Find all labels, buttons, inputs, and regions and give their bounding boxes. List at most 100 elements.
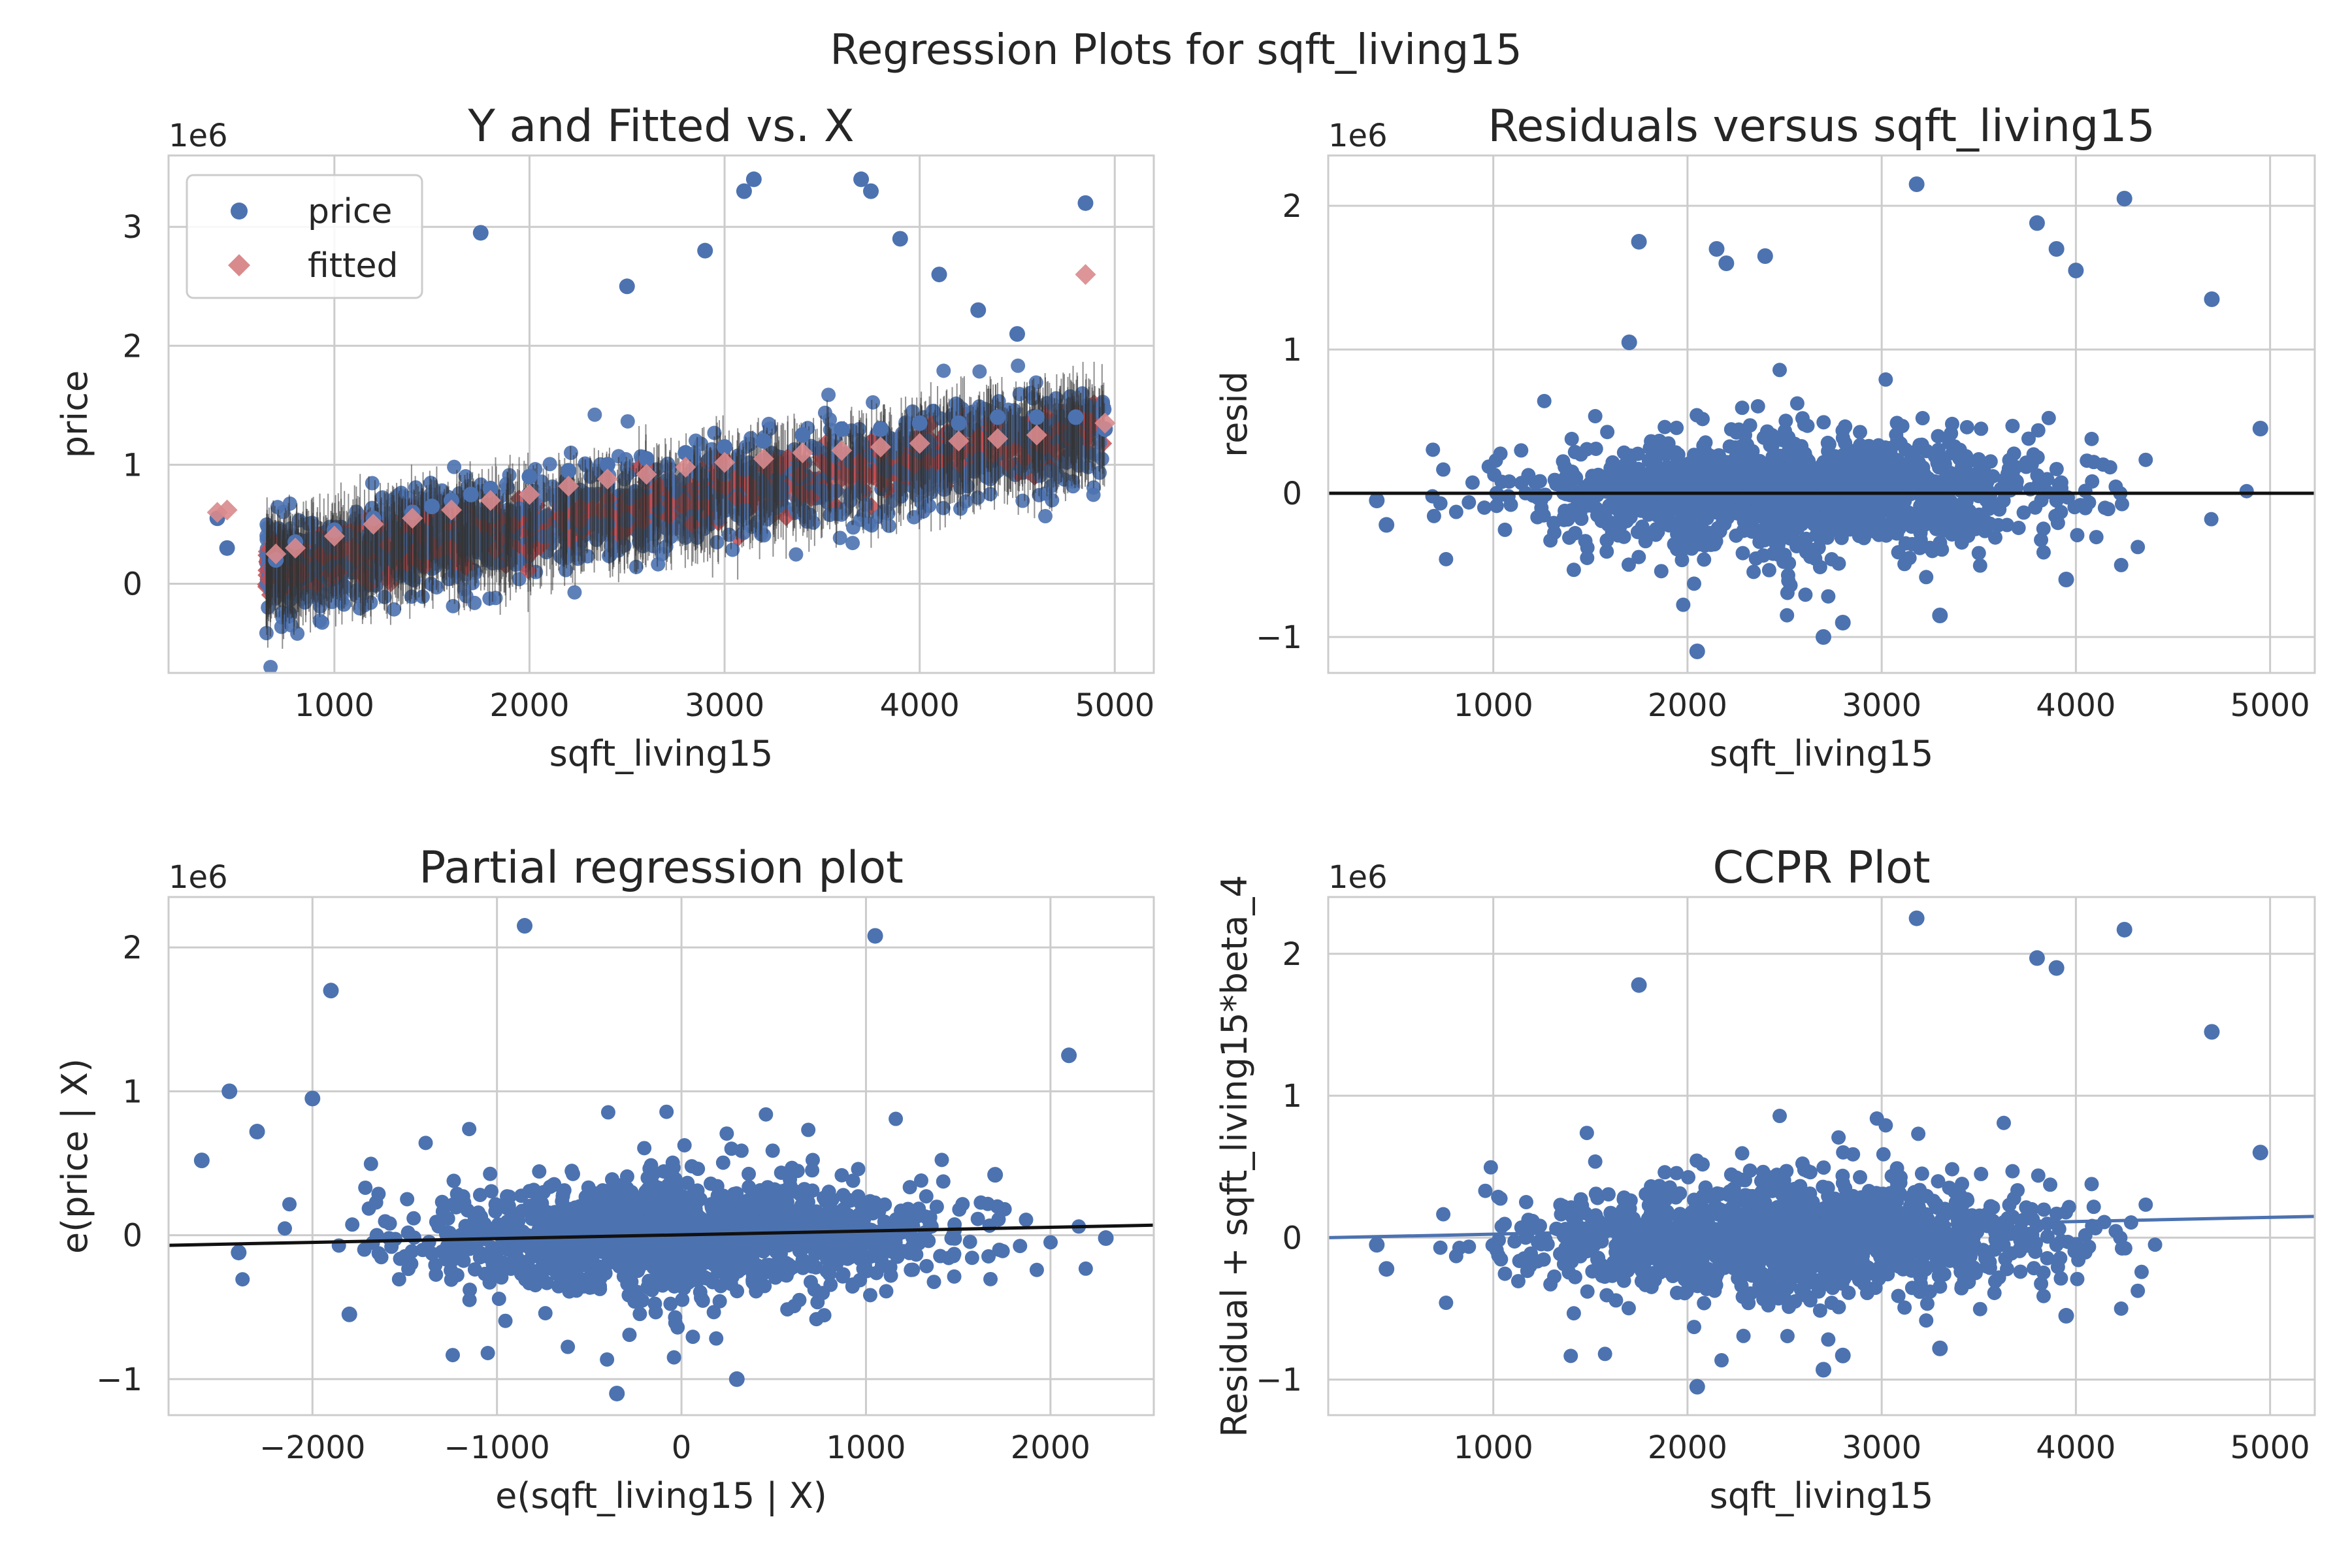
data-point (1561, 530, 1576, 545)
data-point (1915, 411, 1930, 426)
data-point (1793, 473, 1808, 488)
price-point (794, 427, 811, 443)
data-point (1543, 533, 1558, 548)
data-point (2011, 521, 2026, 536)
data-point (1889, 526, 1904, 541)
price-point (467, 595, 482, 610)
price-point (1028, 409, 1045, 425)
data-point (1436, 462, 1451, 477)
data-point (1654, 564, 1669, 579)
data-point (2024, 457, 2039, 472)
data-point (2002, 453, 2017, 468)
data-point (1902, 551, 1917, 566)
x-axis-label: sqft_living15 (549, 733, 774, 774)
data-point (1705, 536, 1720, 551)
data-point (2016, 505, 2031, 520)
price-point (1066, 479, 1081, 494)
price-point (755, 433, 772, 449)
x-tick-label: 1000 (1454, 687, 1533, 724)
data-point (1799, 544, 1814, 559)
data-point (1676, 597, 1691, 612)
x-tick-label: 2000 (489, 687, 569, 724)
data-point (1867, 457, 1882, 472)
data-point (1569, 470, 1584, 485)
data-point (2080, 453, 2095, 468)
fitted-point (831, 440, 853, 461)
data-point (1845, 512, 1860, 527)
data-point (1878, 372, 1893, 387)
price-point (832, 531, 847, 546)
y-tick-label: 3 (122, 209, 142, 246)
data-point (1477, 500, 1492, 515)
plot-area (206, 171, 1116, 673)
data-point (1588, 441, 1603, 456)
data-point (1564, 431, 1579, 446)
data-point (1933, 520, 1948, 535)
data-point (1853, 425, 1868, 440)
data-point (1873, 520, 1888, 535)
data-point (1465, 475, 1480, 490)
price-point (365, 476, 380, 491)
fitted-point (1026, 424, 1047, 446)
y-tick-label: 2 (122, 328, 142, 365)
data-point (1567, 444, 1582, 459)
data-point (1439, 551, 1454, 566)
data-point (1987, 530, 2002, 545)
price-point (611, 449, 626, 464)
data-point (1987, 498, 2002, 513)
price-point (863, 183, 879, 199)
legend-price-marker (231, 203, 248, 220)
fitted-point (675, 457, 696, 478)
data-point (2089, 530, 2104, 545)
x-tick-label: 2000 (1648, 687, 1727, 724)
data-point (1433, 496, 1448, 511)
data-point (1426, 442, 1441, 457)
data-point (1426, 508, 1441, 523)
data-point (2070, 528, 2085, 543)
data-point (1852, 529, 1867, 544)
data-point (1915, 506, 1930, 521)
data-point (1582, 476, 1597, 491)
data-point (2005, 418, 2020, 433)
price-point (853, 171, 870, 188)
data-point (1558, 477, 1573, 492)
price-point (1077, 195, 1094, 211)
price-point (521, 468, 538, 485)
fitted-point (440, 499, 462, 521)
price-point (881, 518, 896, 533)
data-point (2102, 460, 2117, 475)
price-point (638, 451, 655, 467)
fitted-point (1075, 264, 1096, 286)
fitted-point (596, 468, 618, 490)
data-point (1780, 608, 1795, 623)
legend-fitted-marker (228, 254, 250, 276)
price-point (424, 498, 440, 515)
data-point (1944, 416, 1959, 431)
data-point (1756, 430, 1771, 445)
price-point (446, 598, 461, 613)
data-point (1797, 508, 1812, 523)
data-point (1621, 557, 1636, 572)
data-point (1781, 462, 1796, 477)
panels: 1000 2000 3000 4000 5000 0 1 2 3 Y and Fitted vs.… (54, 101, 2316, 1516)
data-point (2034, 532, 2049, 547)
data-point (1959, 419, 1974, 434)
panel-1: 1000 2000 3000 4000 5000 0 1 2 3 Y and Fitted vs.… (54, 101, 1155, 774)
data-point (1789, 489, 1805, 504)
data-point (1580, 550, 1595, 565)
data-point (1971, 489, 1986, 504)
data-point (1859, 518, 1874, 533)
price-point (599, 457, 615, 473)
data-point (1679, 540, 1694, 555)
price-point (990, 409, 1006, 425)
y-tick-label: 0 (1282, 476, 1302, 512)
price-point (721, 527, 736, 542)
data-point (1919, 570, 1934, 585)
data-point (1648, 455, 1663, 470)
data-point (2050, 515, 2065, 531)
price-point (561, 463, 577, 479)
data-point (1838, 436, 1853, 451)
fitted-point (792, 442, 813, 464)
data-point (1919, 444, 1934, 459)
data-point (2078, 483, 2093, 498)
